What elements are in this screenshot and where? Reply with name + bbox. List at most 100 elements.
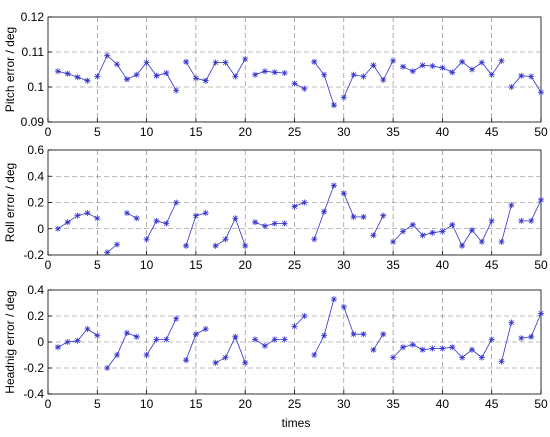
data-point-star [74,337,81,344]
data-point-star [252,219,259,226]
data-point-star [419,346,426,353]
data-point-star [212,242,219,249]
data-point-star [350,213,357,220]
data-point-star [350,71,357,78]
series-line-segment [294,202,305,207]
y-tick-label: 0.4 [27,169,44,183]
data-point-star [380,77,387,83]
series-line-segment [106,332,137,369]
data-point-star [350,331,357,338]
data-point-star [498,238,505,245]
x-tick-label: 20 [239,397,253,411]
data-point-star [409,68,416,75]
data-point-star [419,232,426,239]
data-point-star [212,59,219,66]
data-point-star [242,56,249,62]
data-point-star [202,77,209,84]
data-point-star [301,313,308,319]
series-line-segment [373,215,384,236]
data-point-star [202,326,209,332]
data-point-star [192,75,199,82]
data-point-star [399,63,406,70]
data-point-star [301,85,308,92]
x-tick-label: 40 [436,397,450,411]
data-point-star [399,228,406,235]
data-point-star [222,236,229,243]
data-point-star [459,242,466,249]
y-tick-label: 0 [37,222,44,236]
x-tick-label: 10 [140,125,154,139]
data-point-star [143,236,150,243]
data-point-star [439,345,446,352]
data-point-star [291,80,298,87]
data-point-star [202,210,209,216]
x-tick-label: 15 [189,125,203,139]
data-point-star [192,331,199,338]
x-tick-label: 15 [189,397,203,411]
data-point-star [242,242,249,249]
data-point-star [439,228,446,235]
y-tick-label: -0.2 [23,248,44,262]
data-point-star [114,61,121,68]
data-point-star [94,215,101,222]
series-line-segment [343,60,394,98]
y-tick-label: 0.4 [27,283,44,297]
y-tick-label: 0 [37,335,44,349]
data-point-star [449,344,456,351]
data-point-star [192,212,199,219]
x-tick-label: 0 [45,258,52,272]
data-point-star [488,217,495,224]
data-point-star [468,66,475,73]
data-point-star [271,336,278,343]
series-line-segment [294,83,305,90]
data-point-star [94,73,101,80]
data-point-star [508,84,515,90]
data-point-star [261,223,268,230]
x-tick-label: 30 [337,397,351,411]
x-tick-label: 35 [386,125,400,139]
data-point-star [360,73,367,80]
data-point-star [340,303,347,310]
data-point-star [538,310,544,317]
series-line-segment [126,212,137,219]
x-tick-label: 45 [485,258,499,272]
y-axis-label: Headnig error / deg [3,290,17,393]
data-point-star [340,94,347,101]
series-line-segment [511,75,542,93]
data-point-star [488,71,495,78]
data-point-star [153,336,160,343]
data-point-star [261,68,268,75]
x-tick-label: 50 [534,258,548,272]
data-point-star [390,57,397,64]
data-point-star [252,336,259,343]
x-tick-label: 10 [140,397,154,411]
y-tick-label: -0.4 [23,387,44,401]
series-line-segment [373,333,384,351]
data-point-star [360,331,367,338]
series-line-segment [254,338,285,347]
y-tick-label: 0.1 [27,80,44,94]
data-point-star [84,326,91,332]
data-point-star [498,57,505,64]
x-tick-label: 50 [534,397,548,411]
data-point-star [498,358,505,365]
data-point-star [54,344,61,351]
data-point-star [340,190,347,197]
data-point-star [360,213,367,220]
data-point-star [478,59,485,66]
series-line-segment [215,335,246,364]
data-point-star [183,58,190,65]
data-point-star [133,71,140,78]
data-point-star [429,63,436,69]
x-tick-label: 0 [45,397,52,411]
x-tick-label: 15 [189,258,203,272]
data-point-star [163,70,170,76]
data-point-star [222,59,229,66]
x-tick-label: 25 [288,125,302,139]
data-point-star [538,196,544,203]
x-tick-label: 30 [337,125,351,139]
data-point-star [143,59,150,66]
x-tick-label: 35 [386,258,400,272]
data-point-star [232,73,239,80]
data-point-star [281,336,288,343]
